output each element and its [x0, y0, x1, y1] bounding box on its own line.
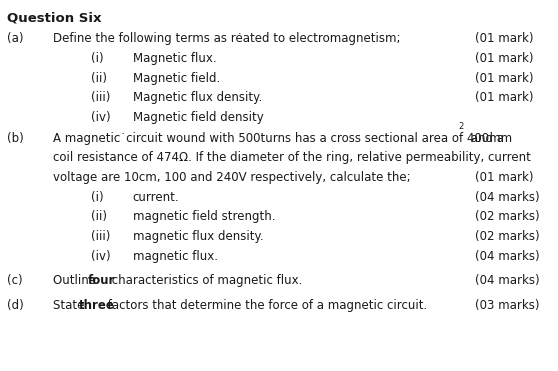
Text: (01 mark): (01 mark)	[475, 91, 534, 104]
Text: (iii): (iii)	[91, 230, 110, 243]
Text: 2: 2	[459, 122, 464, 131]
Text: (01 mark): (01 mark)	[475, 171, 534, 184]
Text: current.: current.	[133, 191, 180, 204]
Text: Outline: Outline	[53, 274, 100, 287]
Text: and a: and a	[467, 132, 504, 145]
Text: (03 marks): (03 marks)	[475, 299, 540, 312]
Text: Question Six: Question Six	[7, 12, 102, 25]
Text: coil resistance of 474Ω. If the diameter of the ring, relative permeability, cur: coil resistance of 474Ω. If the diameter…	[53, 151, 531, 164]
Text: Magnetic field.: Magnetic field.	[133, 72, 220, 85]
Text: (a): (a)	[7, 32, 24, 45]
Text: (04 marks): (04 marks)	[475, 250, 540, 263]
Text: (iv): (iv)	[91, 111, 110, 124]
Text: (c): (c)	[7, 274, 23, 287]
Text: (02 marks): (02 marks)	[475, 230, 540, 243]
Text: Define the following terms as rėated to electromagnetism;: Define the following terms as rėated to…	[53, 32, 401, 45]
Text: (04 marks): (04 marks)	[475, 274, 540, 287]
Text: (iii): (iii)	[91, 91, 110, 104]
Text: State: State	[53, 299, 88, 312]
Text: characteristics of magnetic flux.: characteristics of magnetic flux.	[108, 274, 302, 287]
Text: magnetic flux density.: magnetic flux density.	[133, 230, 263, 243]
Text: Magnetic flux.: Magnetic flux.	[133, 52, 217, 65]
Text: (i): (i)	[91, 191, 104, 204]
Text: (iv): (iv)	[91, 250, 110, 263]
Text: Magnetic field density: Magnetic field density	[133, 111, 263, 124]
Text: (01 mark): (01 mark)	[475, 32, 534, 45]
Text: four: four	[88, 274, 116, 287]
Text: (01 mark): (01 mark)	[475, 52, 534, 65]
Text: three: three	[79, 299, 114, 312]
Text: magnetic flux.: magnetic flux.	[133, 250, 218, 263]
Text: factors that determine the force of a magnetic circuit.: factors that determine the force of a ma…	[104, 299, 427, 312]
Text: (ii): (ii)	[91, 210, 107, 223]
Text: (i): (i)	[91, 52, 104, 65]
Text: (d): (d)	[7, 299, 24, 312]
Text: (ii): (ii)	[91, 72, 107, 85]
Text: (04 marks): (04 marks)	[475, 191, 540, 204]
Text: (b): (b)	[7, 132, 24, 145]
Text: Magnetic flux density.: Magnetic flux density.	[133, 91, 262, 104]
Text: voltage are 10cm, 100 and 240V respectively, calculate the;: voltage are 10cm, 100 and 240V respectiv…	[53, 171, 411, 184]
Text: (02 marks): (02 marks)	[475, 210, 540, 223]
Text: (01 mark): (01 mark)	[475, 72, 534, 85]
Text: magnetic field strength.: magnetic field strength.	[133, 210, 275, 223]
Text: A magnetic˙circuit wound with 500turns has a cross sectional area of 400mm: A magnetic˙circuit wound with 500turns h…	[53, 132, 512, 145]
